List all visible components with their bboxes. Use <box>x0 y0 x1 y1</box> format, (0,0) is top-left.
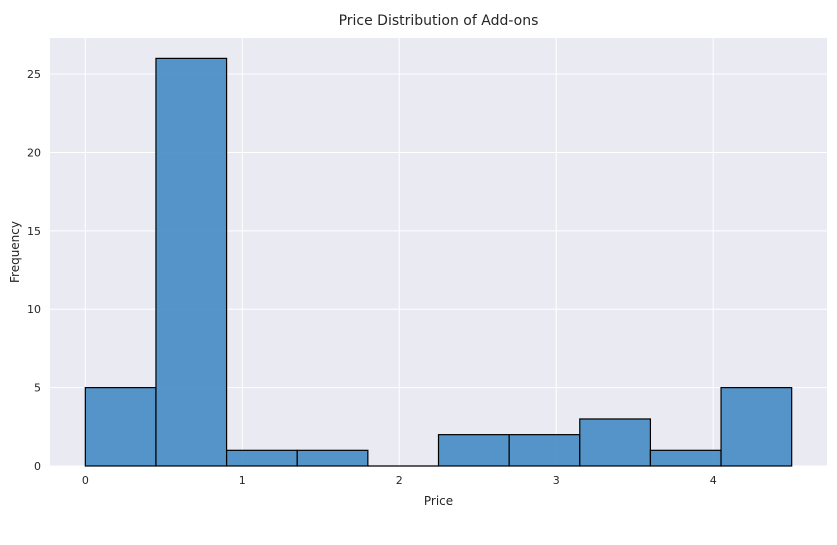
y-axis-title: Frequency <box>8 221 22 283</box>
y-tick-label: 5 <box>34 382 41 395</box>
histogram-bar-9 <box>720 387 793 467</box>
x-tick-label: 3 <box>553 474 560 487</box>
histogram-bar-3 <box>296 449 369 467</box>
histogram-bar-5 <box>437 434 510 467</box>
x-axis-ticks: 0 1 2 3 4 <box>82 474 717 487</box>
x-tick-label: 4 <box>710 474 717 487</box>
x-tick-label: 2 <box>396 474 403 487</box>
histogram-bar-7 <box>579 418 652 467</box>
y-tick-label: 15 <box>27 225 41 238</box>
histogram-bar-2 <box>225 449 298 467</box>
histogram-bar-1 <box>155 57 228 467</box>
histogram-bar-6 <box>508 434 581 467</box>
x-tick-label: 0 <box>82 474 89 487</box>
y-tick-label: 0 <box>34 460 41 473</box>
y-tick-label: 25 <box>27 68 41 81</box>
y-axis-ticks: 0 5 10 15 20 25 <box>27 68 41 473</box>
x-axis-title: Price <box>424 494 453 508</box>
histogram-bars <box>84 57 793 467</box>
y-tick-label: 10 <box>27 303 41 316</box>
histogram-bar-0 <box>84 387 157 467</box>
x-tick-label: 1 <box>239 474 246 487</box>
y-tick-label: 20 <box>27 146 41 159</box>
histogram-bar-8 <box>649 449 722 467</box>
chart-title: Price Distribution of Add-ons <box>339 13 539 29</box>
